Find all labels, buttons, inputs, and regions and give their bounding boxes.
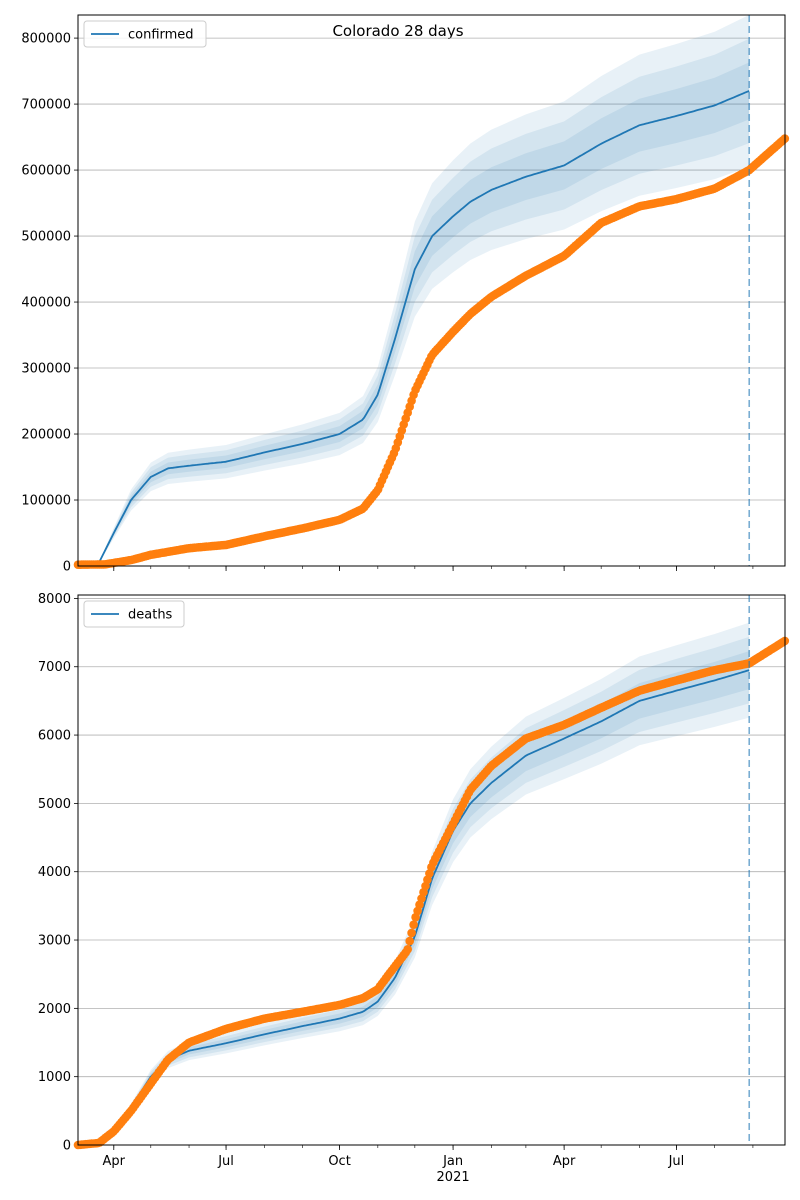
y-tick-label: 2000 <box>38 1002 71 1017</box>
legend: confirmed <box>83 20 207 48</box>
x-tick-label: Jul <box>668 1154 685 1169</box>
x-year-label: 2021 <box>437 1170 470 1185</box>
uncertainty-band <box>78 636 750 1145</box>
y-tick-label: 400000 <box>21 296 71 311</box>
y-tick-label: 1000 <box>38 1070 71 1085</box>
observed-point <box>409 920 418 929</box>
legend-box <box>83 20 207 48</box>
observed-point <box>403 945 413 954</box>
y-tick-label: 7000 <box>38 660 71 675</box>
uncertainty-band <box>89 14 750 566</box>
x-tick-label: Jul <box>217 1154 234 1169</box>
y-tick-label: 300000 <box>21 362 71 377</box>
x-tick-label: Jan <box>442 1154 463 1169</box>
y-tick-label: 200000 <box>21 428 71 443</box>
x-tick-label: Oct <box>328 1154 350 1169</box>
x-tick-label: Apr <box>553 1154 576 1169</box>
y-tick-label: 0 <box>63 560 71 575</box>
legend-box <box>83 600 185 628</box>
confirmed-panel: 0 100000 200000 300000 400000 500000 600000 700… <box>21 14 790 575</box>
uncertainty-band <box>89 38 750 566</box>
y-tick-label: 700000 <box>21 98 71 113</box>
legend-label: confirmed <box>128 28 194 43</box>
model-line <box>88 90 750 567</box>
y-tick-label: 8000 <box>38 592 71 607</box>
y-tick-label: 4000 <box>38 865 71 880</box>
y-tick-label: 800000 <box>21 32 71 47</box>
observed-point <box>407 928 416 938</box>
model-line <box>77 669 750 1146</box>
legend-label: deaths <box>128 608 173 623</box>
axes-frame <box>77 14 786 567</box>
x-tick-label: Apr <box>103 1154 126 1169</box>
y-tick-label: 100000 <box>21 494 71 509</box>
axes-frame <box>77 594 786 1146</box>
y-tick-label: 5000 <box>38 797 71 812</box>
y-tick-label: 600000 <box>21 164 71 179</box>
y-tick-label: 3000 <box>38 934 71 949</box>
y-tick-label: 500000 <box>21 230 71 245</box>
legend: deaths <box>83 600 185 628</box>
uncertainty-band <box>89 62 750 567</box>
uncertainty-band <box>78 651 750 1145</box>
figure-title: Colorado 28 days <box>332 22 463 40</box>
y-tick-label: 0 <box>63 1139 71 1154</box>
y-tick-label: 6000 <box>38 729 71 744</box>
uncertainty-band <box>78 622 750 1145</box>
deaths-panel: 0 1000 2000 3000 4000 5000 6000 7000 8000 Apr Jul O… <box>38 592 790 1185</box>
observed-point <box>405 936 415 946</box>
